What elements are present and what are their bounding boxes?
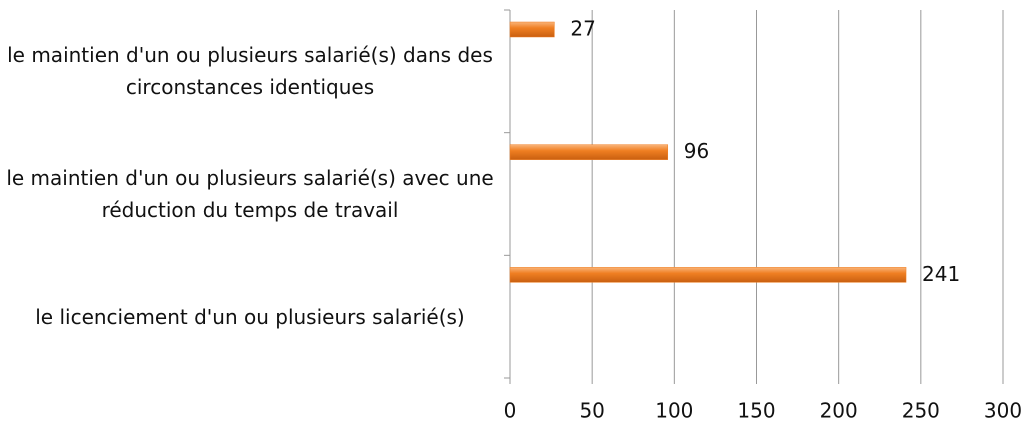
x-tick-label: 150	[737, 399, 775, 423]
bar	[509, 267, 907, 283]
x-tick-label: 100	[655, 399, 693, 423]
x-tick-label: 50	[579, 399, 604, 423]
category-label: le licenciement d'un ou plusieurs salari…	[35, 304, 465, 329]
bar	[509, 21, 555, 38]
x-tick-label: 300	[984, 399, 1022, 423]
x-tick-label: 200	[820, 399, 858, 423]
category-label: le maintien d'un ou plusieurs salarié(s)…	[7, 43, 493, 100]
x-tick-label: 250	[902, 399, 940, 423]
x-tick-label: 0	[504, 399, 517, 423]
value-label: 241	[922, 262, 960, 286]
value-label: 96	[684, 139, 709, 163]
category-label: le maintien d'un ou plusieurs salarié(s)…	[6, 166, 494, 222]
value-label: 27	[570, 17, 595, 41]
bar	[509, 144, 669, 160]
